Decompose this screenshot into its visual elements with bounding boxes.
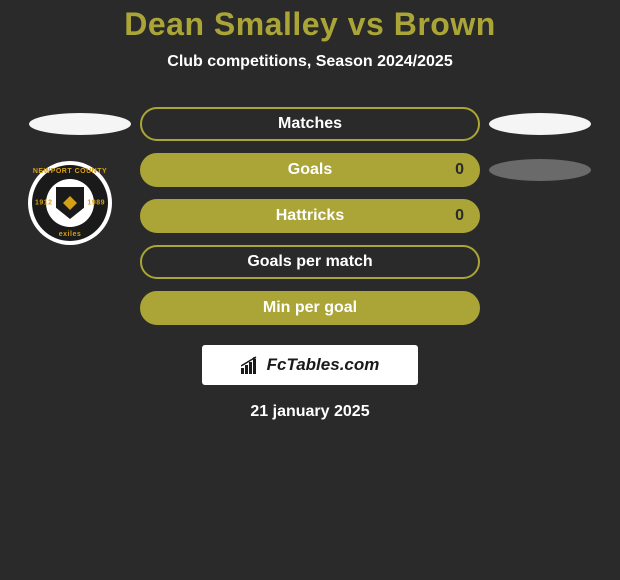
stat-label: Goals per match [247, 253, 372, 271]
crest-text-bottom: exiles [59, 231, 81, 238]
stat-value-right: 0 [455, 207, 464, 225]
club-crest: NEWPORT COUNTY exiles 1912 1989 [28, 161, 112, 245]
crest-year-left: 1912 [35, 200, 53, 207]
player-right-marker [489, 159, 591, 181]
crest-text-top: NEWPORT COUNTY [33, 168, 107, 175]
bar-chart-icon [241, 356, 263, 374]
comparison-area: NEWPORT COUNTY exiles 1912 1989 Matches … [0, 107, 620, 421]
player-right-marker [489, 113, 591, 135]
stat-pill-hattricks: Hattricks 0 [140, 199, 480, 233]
subtitle: Club competitions, Season 2024/2025 [167, 53, 452, 71]
crest-year-right: 1989 [87, 200, 105, 207]
branding-badge: FcTables.com [202, 345, 418, 385]
stat-pill-matches: Matches [140, 107, 480, 141]
stat-label: Hattricks [276, 207, 344, 225]
stat-row: Goals per match [0, 245, 620, 279]
stat-pill-gpm: Goals per match [140, 245, 480, 279]
page-title: Dean Smalley vs Brown [124, 6, 496, 43]
stat-pill-goals: Goals 0 [140, 153, 480, 187]
player-left-marker [29, 113, 131, 135]
stat-label: Goals [288, 161, 332, 179]
stat-row: Matches [0, 107, 620, 141]
stat-row: Min per goal [0, 291, 620, 325]
stat-label: Min per goal [263, 299, 357, 317]
stat-pill-mpg: Min per goal [140, 291, 480, 325]
stat-label: Matches [278, 115, 342, 133]
date-label: 21 january 2025 [250, 403, 369, 421]
shield-icon [56, 187, 84, 219]
branding-text: FcTables.com [267, 355, 380, 375]
stat-value-right: 0 [455, 161, 464, 179]
